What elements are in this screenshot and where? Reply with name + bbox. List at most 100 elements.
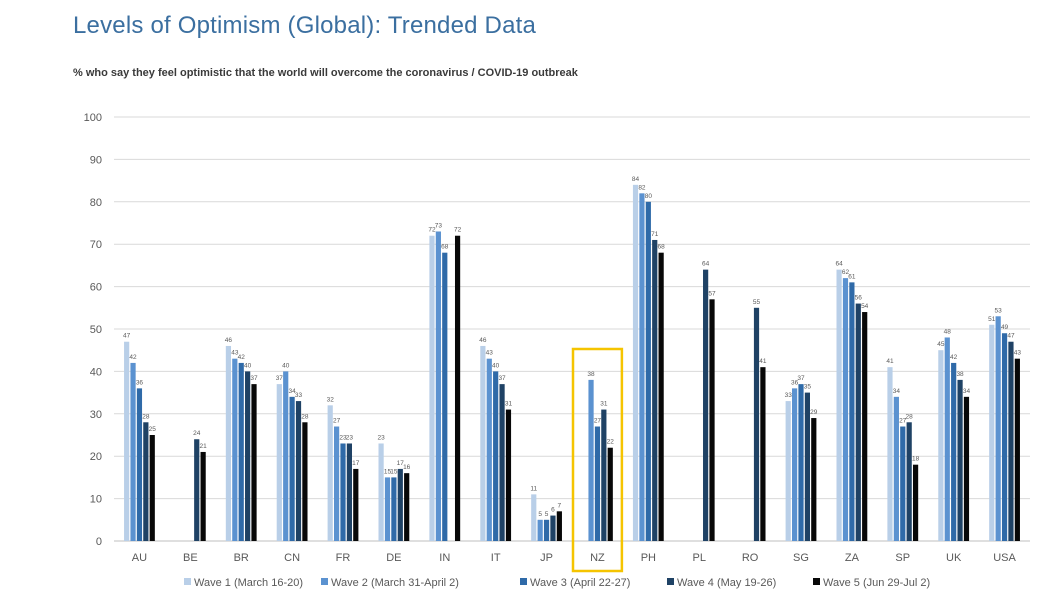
data-label: 40 [282, 362, 290, 369]
data-label: 68 [658, 244, 666, 251]
bar [435, 231, 441, 542]
data-label: 27 [594, 418, 602, 425]
legend: Wave 1 (March 16-20) Wave 2 (March 31-Apr… [184, 577, 930, 589]
bar [295, 401, 302, 541]
data-label: 41 [759, 358, 767, 365]
data-label: 36 [136, 379, 144, 386]
legend-swatch [667, 578, 674, 585]
bar [550, 515, 556, 541]
data-label: 47 [1007, 333, 1015, 340]
data-label: 64 [835, 261, 843, 268]
x-tick-label: RO [742, 552, 759, 564]
data-label: 71 [651, 231, 659, 238]
data-label: 40 [492, 362, 500, 369]
bar [486, 358, 492, 541]
x-tick-label: BE [183, 552, 198, 564]
data-label: 17 [352, 460, 360, 467]
data-label: 23 [339, 434, 347, 441]
legend-entry: Wave 3 (April 22-27) [530, 577, 630, 589]
bar [238, 362, 244, 541]
bar [340, 443, 346, 541]
bar [200, 451, 206, 541]
data-label: 68 [441, 244, 449, 251]
bar [951, 362, 957, 541]
data-label: 22 [607, 439, 615, 446]
bar [957, 379, 963, 541]
bar [632, 184, 639, 541]
data-label: 55 [753, 299, 761, 306]
bar [906, 422, 912, 541]
data-label: 51 [988, 316, 996, 323]
data-label: 38 [956, 371, 964, 378]
bar [442, 252, 448, 541]
bar [963, 396, 970, 541]
bar [391, 477, 397, 541]
data-label: 23 [346, 434, 354, 441]
bar [753, 307, 760, 541]
bar [912, 464, 919, 541]
bar [289, 396, 295, 541]
legend-swatch [184, 578, 191, 585]
data-label: 28 [142, 413, 150, 420]
data-label: 46 [225, 337, 233, 344]
data-label: 34 [893, 388, 901, 395]
bar [397, 468, 403, 541]
legend-swatch [813, 578, 820, 585]
bar [225, 345, 232, 541]
data-label: 24 [193, 430, 201, 437]
y-tick-label: 80 [90, 197, 102, 209]
x-tick-label: SG [793, 552, 809, 564]
bar [760, 367, 766, 541]
bar [378, 443, 384, 541]
bar [245, 371, 251, 541]
data-label: 42 [129, 354, 137, 361]
data-label: 40 [244, 362, 252, 369]
data-label: 37 [498, 375, 506, 382]
bar [327, 405, 333, 541]
data-label: 34 [288, 388, 296, 395]
x-tick-label: NZ [590, 552, 605, 564]
bar [944, 337, 950, 541]
x-tick-label: PL [692, 552, 705, 564]
data-label: 41 [886, 358, 894, 365]
data-label: 38 [587, 371, 595, 378]
data-label: 33 [785, 392, 793, 399]
bar [334, 426, 340, 541]
bar [1014, 358, 1020, 541]
chart-subtitle: % who say they feel optimistic that the … [73, 67, 578, 79]
bar [136, 388, 143, 541]
legend-entry: Wave 5 (Jun 29-Jul 2) [823, 577, 930, 589]
bar [785, 401, 791, 541]
bar [194, 439, 200, 541]
data-label: 43 [231, 350, 239, 357]
y-tick-label: 0 [96, 536, 102, 548]
bar [811, 418, 817, 541]
data-label: 49 [1001, 324, 1009, 331]
data-label: 43 [486, 350, 494, 357]
bar [251, 384, 257, 541]
bar [493, 371, 499, 541]
bar [505, 409, 512, 541]
bar [607, 447, 613, 541]
bar [302, 422, 308, 541]
highlight-box [571, 347, 624, 573]
x-tick-label: USA [993, 552, 1016, 564]
bar [130, 362, 136, 541]
x-tick-label: IT [491, 552, 501, 564]
data-label: 33 [295, 392, 303, 399]
data-label: 28 [906, 413, 914, 420]
x-tick-label: CN [284, 552, 300, 564]
bar [645, 201, 651, 542]
data-label: 29 [810, 409, 818, 416]
bar [143, 422, 149, 541]
bar [855, 303, 861, 541]
bar [124, 341, 130, 541]
bar [989, 324, 995, 541]
data-label: 82 [638, 184, 646, 191]
bar [893, 396, 899, 541]
y-tick-label: 10 [90, 494, 102, 506]
y-tick-label: 60 [90, 282, 102, 294]
bar [276, 384, 282, 541]
data-label: 72 [454, 227, 462, 234]
y-tick-label: 90 [90, 154, 102, 166]
